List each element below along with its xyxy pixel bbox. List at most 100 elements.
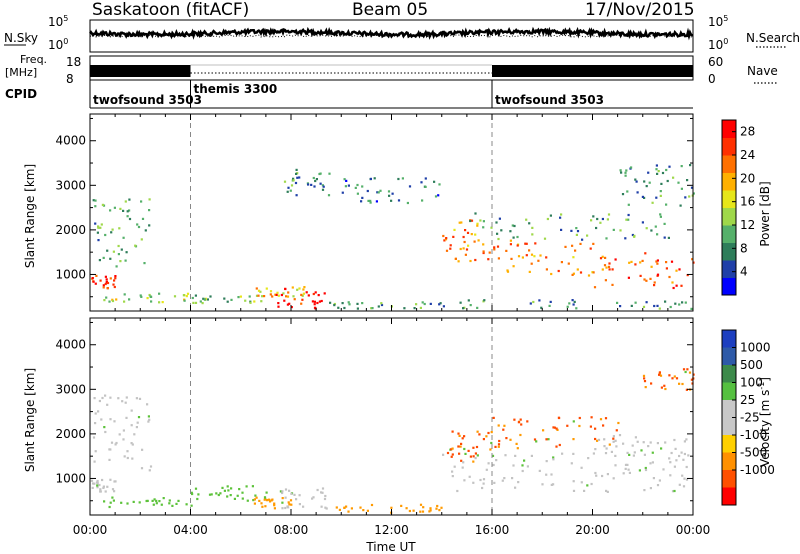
- velocity-ytick-label-1: 2000: [55, 427, 86, 441]
- power-region-4: [255, 286, 306, 298]
- nave-tick-top: 60: [708, 55, 723, 69]
- velocity-colorbar-tick-1: 500: [740, 358, 763, 372]
- power-colorbar-tick-2: 12: [740, 218, 755, 232]
- power-region-5: [275, 287, 326, 310]
- power-region-8: [341, 177, 441, 205]
- cpid-segment-label-2: twofsound 3503: [495, 93, 604, 107]
- velocity-colorbar-tick-2: 100: [740, 376, 763, 390]
- power-panel: 1000 2000 3000 4000: [55, 113, 695, 312]
- velocity-panel: 1000 2000 3000 4000: [55, 317, 695, 516]
- time-tick-label-3: 12:00: [374, 523, 409, 537]
- nave-label: Nave: [747, 64, 778, 78]
- cpid-label: CPID: [5, 87, 37, 101]
- cpid-segment-label-1: themis 3300: [194, 82, 278, 96]
- time-tick-label-2: 08:00: [274, 523, 309, 537]
- noise-trace: [89, 26, 694, 41]
- power-region-11: [592, 252, 695, 290]
- power-colorbar-swatch-8: [722, 137, 736, 156]
- power-region-12: [469, 212, 670, 241]
- power-colorbar-frame: [721, 119, 737, 296]
- velocity-ytick-label-3: 4000: [55, 338, 86, 352]
- power-region-7: [329, 301, 442, 310]
- power-colorbar-tick-0: 4: [740, 265, 748, 279]
- time-axis-label: Time UT: [365, 540, 416, 554]
- power-region-3: [191, 294, 264, 305]
- power-colorbar-tick-4: 20: [740, 171, 755, 185]
- freq-label-1: Freq.: [20, 53, 47, 66]
- power-region-2: [103, 292, 190, 304]
- time-tick-label-0: 00:00: [73, 523, 108, 537]
- power-colorbar-swatch-0: [722, 277, 736, 296]
- velocity-colorbar-swatch-7: [722, 452, 736, 471]
- velocity-colorbar-tick-0: 1000: [740, 341, 771, 355]
- power-colorbar-label: Power [dB]: [758, 181, 772, 246]
- power-colorbar-tick-6: 28: [740, 125, 755, 139]
- power-colorbar-swatch-6: [722, 172, 736, 191]
- power-region-0: [91, 274, 117, 290]
- power-colorbar: 4 8 12 16 20 24 28: [721, 119, 755, 296]
- velocity-colorbar-tick-5: -100: [740, 428, 767, 442]
- time-tick-label-4: 16:00: [475, 523, 510, 537]
- power-region-10: [482, 239, 595, 277]
- power-colorbar-swatch-2: [722, 242, 736, 261]
- velocity-colorbar-label: Velocity [m s-1]: [757, 377, 772, 467]
- velocity-colorbar-tick-6: -500: [740, 446, 767, 460]
- velocity-ylabel: Slant Range [km]: [23, 368, 37, 472]
- power-ytick-label-0: 1000: [55, 267, 86, 281]
- freq-tick-bottom: 8: [66, 72, 74, 86]
- noise-right-tick-bottom: 100: [708, 37, 728, 52]
- freq-tick-top: 18: [66, 55, 81, 69]
- velocity-colorbar-swatch-1: [722, 347, 736, 366]
- velocity-region-2: [103, 496, 193, 509]
- power-colorbar-tick-1: 8: [740, 241, 748, 255]
- velocity-colorbar-tick-4: -25: [740, 411, 760, 425]
- noise-left-tick-bottom: 100: [48, 37, 68, 52]
- velocity-colorbar-swatch-3: [722, 382, 736, 401]
- nave-tick-bottom: 0: [708, 72, 716, 86]
- time-tick-label-5: 20:00: [575, 523, 610, 537]
- velocity-colorbar-swatch-0: [722, 330, 736, 348]
- power-region-1: [92, 198, 151, 268]
- velocity-colorbar-tick-7: -1000: [740, 463, 775, 477]
- power-region-13: [442, 299, 693, 310]
- velocity-colorbar-swatch-6: [722, 435, 736, 453]
- velocity-region-6: [335, 503, 443, 514]
- freq-band-twofsound-1: [90, 65, 191, 77]
- power-colorbar-swatch-9: [722, 120, 736, 138]
- power-ylabel: Slant Range [km]: [23, 164, 37, 268]
- date-title: 17/Nov/2015: [585, 0, 695, 20]
- velocity-region-9: [442, 451, 690, 493]
- power-colorbar-swatch-7: [722, 155, 736, 173]
- noise-left-label: N.Sky: [4, 31, 38, 45]
- velocity-region-1: [92, 394, 153, 472]
- station-title: Saskatoon (fitACF): [92, 0, 249, 20]
- cpid-segment-label-0: twofsound 3503: [93, 93, 202, 107]
- velocity-region-4: [253, 496, 293, 510]
- noise-right-label: N.Search: [746, 31, 800, 45]
- power-colorbar-swatch-3: [722, 225, 736, 243]
- velocity-ytick-label-0: 1000: [55, 471, 86, 485]
- noise-search-line: [89, 34, 693, 38]
- freq-trace: [90, 64, 693, 77]
- power-colorbar-tick-5: 24: [740, 148, 755, 162]
- velocity-colorbar-swatch-4: [722, 400, 736, 418]
- velocity-region-8: [482, 416, 620, 450]
- velocity-background: [90, 318, 693, 515]
- velocity-colorbar: 1000 500 100 25 -25 -100 -500 -1000: [721, 329, 775, 506]
- power-colorbar-swatch-1: [722, 260, 736, 278]
- power-colorbar-swatch-4: [722, 207, 736, 226]
- power-colorbar-swatch-5: [722, 190, 736, 208]
- freq-band-twofsound-2: [492, 65, 693, 77]
- velocity-colorbar-swatch-2: [722, 365, 736, 383]
- beam-title: Beam 05: [352, 0, 428, 20]
- power-colorbar-tick-3: 16: [740, 195, 755, 209]
- power-region-6: [283, 168, 331, 197]
- power-ytick-label-2: 3000: [55, 178, 86, 192]
- time-axis: 00:00 04:00 08:00 12:00 16:00 20:00 00:00: [73, 523, 711, 537]
- freq-label-2: [MHz]: [5, 66, 37, 79]
- velocity-colorbar-swatch-8: [722, 470, 736, 488]
- velocity-region-3: [190, 485, 268, 502]
- velocity-region-0: [90, 478, 117, 493]
